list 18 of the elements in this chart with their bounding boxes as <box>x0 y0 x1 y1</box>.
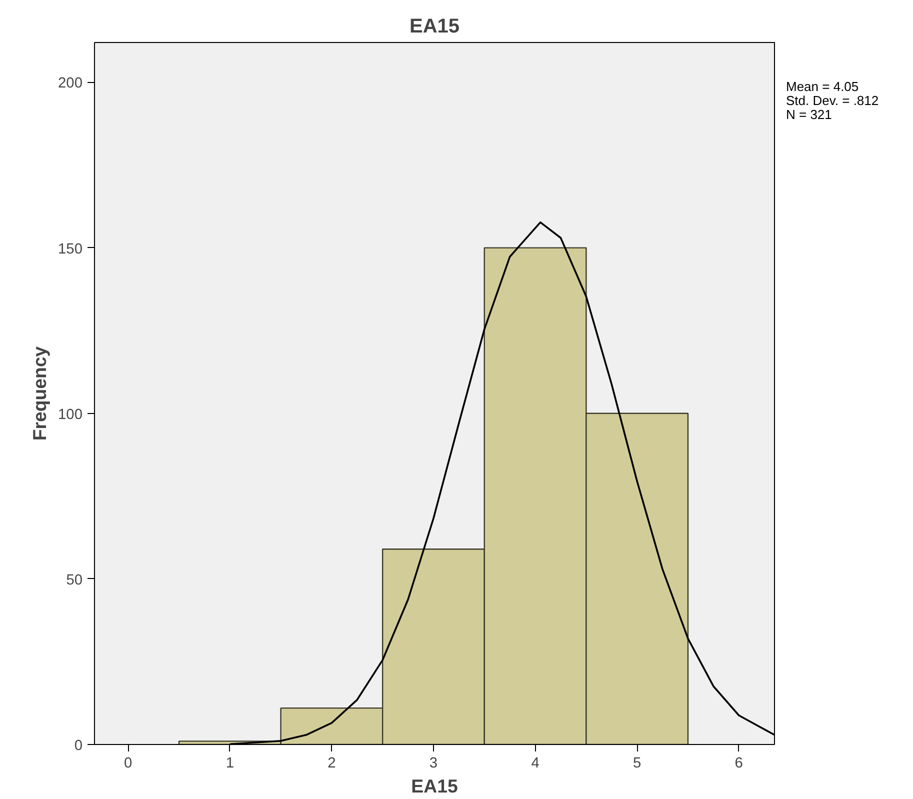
y-tick-label: 150 <box>58 241 83 258</box>
chart-title: EA15 <box>409 16 460 38</box>
x-tick-label: 5 <box>633 756 642 772</box>
x-tick-label: 6 <box>734 756 743 772</box>
y-tick-label: 50 <box>66 572 83 588</box>
x-tick-label: 2 <box>328 756 336 772</box>
text: Std. Dev. = .812 <box>786 93 879 108</box>
y-tick-label: 200 <box>58 76 83 92</box>
y-tick-label: 0 <box>74 738 83 754</box>
x-tick-label: 0 <box>124 756 132 772</box>
x-tick-label: 1 <box>226 756 234 772</box>
y-tick-label: 100 <box>58 406 83 423</box>
y-axis-title: Frequency <box>29 346 50 441</box>
x-tick-label: 4 <box>531 756 540 772</box>
x-axis-title: EA15 <box>411 776 458 796</box>
text: Mean = 4.05 <box>786 79 859 94</box>
x-tick-label: 3 <box>429 756 438 772</box>
text: N = 321 <box>786 107 832 122</box>
